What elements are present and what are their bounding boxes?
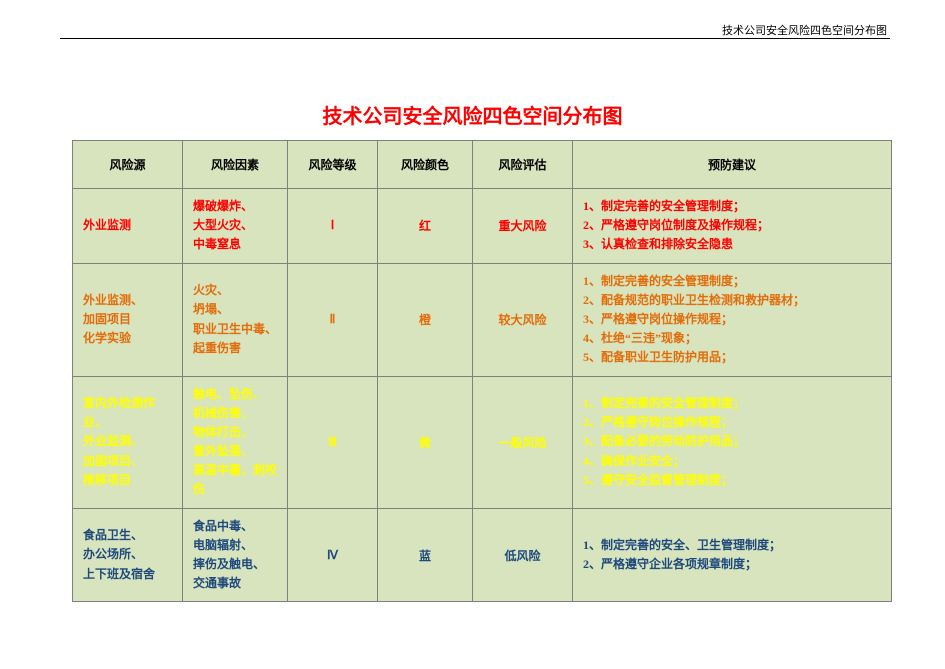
col-color: 风险颜色 <box>378 141 473 189</box>
cell-eval: 低风险 <box>473 508 573 602</box>
header-rule <box>60 38 890 39</box>
cell-factor: 火灾、坍塌、职业卫生中毒、起重伤害 <box>183 263 288 376</box>
col-advice: 预防建议 <box>573 141 892 189</box>
cell-factor: 触电、坠伤、机械伤害、物体打击、意外坠落、高温中暑、刺咬伤 <box>183 376 288 508</box>
table-row: 外业监测、加固项目化学实验 火灾、坍塌、职业卫生中毒、起重伤害 Ⅱ 橙 较大风险… <box>73 263 892 376</box>
table-row: 外业监测 爆破爆炸、大型火灾、中毒窒息 Ⅰ 红 重大风险 1、制定完善的安全管理… <box>73 189 892 264</box>
cell-level: Ⅲ <box>288 376 378 508</box>
col-level: 风险等级 <box>288 141 378 189</box>
cell-level: Ⅳ <box>288 508 378 602</box>
cell-factor: 爆破爆炸、大型火灾、中毒窒息 <box>183 189 288 264</box>
col-factor: 风险因素 <box>183 141 288 189</box>
cell-source: 外业监测 <box>73 189 183 264</box>
cell-source: 外业监测、加固项目化学实验 <box>73 263 183 376</box>
table-header-row: 风险源 风险因素 风险等级 风险颜色 风险评估 预防建议 <box>73 141 892 189</box>
table-row: 食品卫生、办公场所、上下班及宿舍 食品中毒、电脑辐射、摔伤及触电、交通事故 Ⅳ … <box>73 508 892 602</box>
cell-color: 蓝 <box>378 508 473 602</box>
page-title: 技术公司安全风险四色空间分布图 <box>0 100 945 129</box>
cell-eval: 较大风险 <box>473 263 573 376</box>
running-header: 技术公司安全风险四色空间分布图 <box>722 22 887 38</box>
cell-eval: 重大风险 <box>473 189 573 264</box>
cell-factor: 食品中毒、电脑辐射、摔伤及触电、交通事故 <box>183 508 288 602</box>
risk-table: 风险源 风险因素 风险等级 风险颜色 风险评估 预防建议 外业监测 爆破爆炸、大… <box>72 140 892 602</box>
table-row: 室内外检测作业、外业监测、加固项目、推移项目 触电、坠伤、机械伤害、物体打击、意… <box>73 376 892 508</box>
table-body: 外业监测 爆破爆炸、大型火灾、中毒窒息 Ⅰ 红 重大风险 1、制定完善的安全管理… <box>73 189 892 602</box>
cell-advice: 1、制定完善的安全管理制度；2、严格遵守岗位操作规程；3、配备必要的劳动防护用品… <box>573 376 892 508</box>
cell-level: Ⅱ <box>288 263 378 376</box>
cell-advice: 1、制定完善的安全管理制度；2、严格遵守岗位制度及操作规程；3、认真检查和排除安… <box>573 189 892 264</box>
cell-level: Ⅰ <box>288 189 378 264</box>
cell-color: 橙 <box>378 263 473 376</box>
cell-source: 食品卫生、办公场所、上下班及宿舍 <box>73 508 183 602</box>
col-source: 风险源 <box>73 141 183 189</box>
cell-eval: 一般风险 <box>473 376 573 508</box>
risk-table-container: 风险源 风险因素 风险等级 风险颜色 风险评估 预防建议 外业监测 爆破爆炸、大… <box>72 140 892 602</box>
cell-color: 红 <box>378 189 473 264</box>
cell-color: 黄 <box>378 376 473 508</box>
cell-advice: 1、制定完善的安全、卫生管理制度；2、严格遵守企业各项规章制度； <box>573 508 892 602</box>
cell-source: 室内外检测作业、外业监测、加固项目、推移项目 <box>73 376 183 508</box>
cell-advice: 1、制定完善的安全管理制度；2、配备规范的职业卫生检测和救护器材；3、严格遵守岗… <box>573 263 892 376</box>
col-eval: 风险评估 <box>473 141 573 189</box>
